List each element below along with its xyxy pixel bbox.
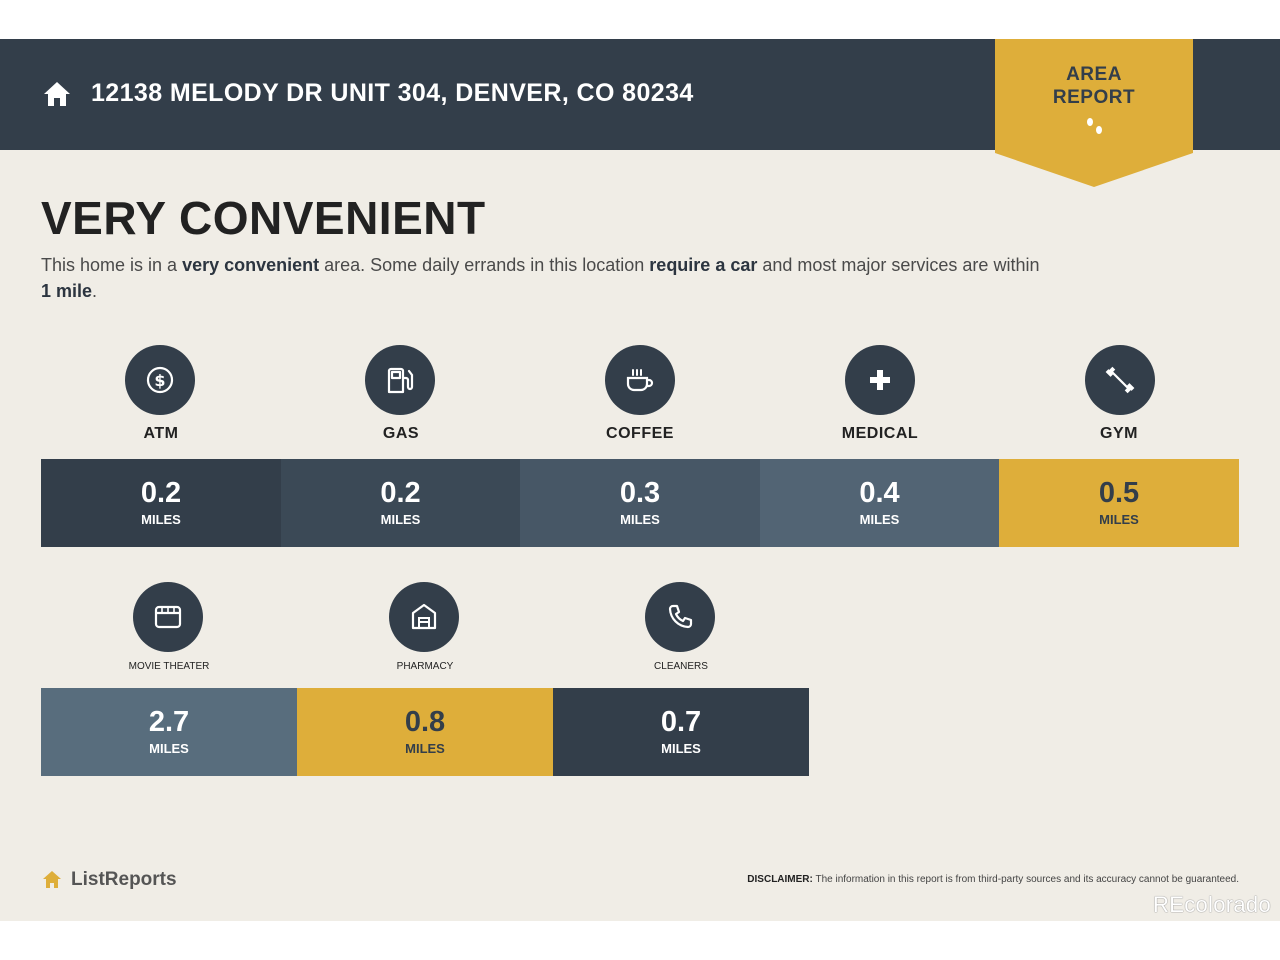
amenity-label-atm: ATM [143, 425, 179, 442]
ribbon-line-1: AREA [1066, 64, 1122, 85]
movie-theater-icon-circle [133, 582, 203, 652]
distance-value: 0.3 [619, 477, 661, 509]
svg-text:$: $ [154, 371, 165, 390]
pharmacy-icon-circle [389, 582, 459, 652]
atm-icon-circle: $ [125, 345, 195, 415]
gas-icon-circle [365, 345, 435, 415]
amenity-label-movie-theater: MOVIE THEATER [128, 661, 210, 672]
distance-unit: MILES [661, 741, 701, 756]
distance-box-coffee: 0.3 MILES [520, 459, 760, 547]
amenity-label-pharmacy: PHARMACY [396, 661, 454, 672]
medical-icon-circle [845, 345, 915, 415]
distance-box-cleaners: 0.7 MILES [553, 688, 809, 776]
distance-value: 0.2 [140, 477, 182, 509]
coffee-icon-circle [605, 345, 675, 415]
dumbbell-icon [1105, 366, 1135, 394]
distance-unit: MILES [1099, 512, 1139, 527]
distance-unit: MILES [405, 741, 445, 756]
distance-box-pharmacy: 0.8 MILES [297, 688, 553, 776]
disclaimer-text: The information in this report is from t… [812, 874, 1239, 885]
property-address: 12138 MELODY DR UNIT 304, DENVER, CO 802… [91, 79, 694, 107]
area-report-ribbon [995, 39, 1193, 187]
distance-box-medical: 0.4 MILES [760, 459, 999, 547]
dollar-icon: $ [146, 366, 174, 394]
ribbon-line-2: REPORT [1052, 87, 1136, 108]
amenity-label-coffee: COFFEE [606, 425, 674, 442]
distance-unit: MILES [380, 512, 421, 527]
distance-unit: MILES [859, 512, 900, 527]
area-report-label: AREA REPORT [995, 63, 1193, 109]
amenity-label-medical: MEDICAL [841, 425, 919, 442]
distance-value: 2.7 [148, 706, 190, 738]
coffee-cup-icon [626, 369, 654, 392]
listreports-logo-icon [43, 871, 61, 888]
movie-icon [154, 605, 182, 629]
distance-box-gas: 0.2 MILES [281, 459, 520, 547]
pharmacy-icon [411, 603, 437, 630]
gym-icon-circle [1085, 345, 1155, 415]
distance-unit: MILES [141, 512, 181, 527]
medical-cross-icon [870, 370, 890, 390]
distance-value: 0.7 [660, 706, 702, 738]
gas-pump-icon [387, 367, 414, 394]
distance-box-gym: 0.5 MILES [999, 459, 1239, 547]
distance-box-movie-theater: 2.7 MILES [41, 688, 297, 776]
disclaimer: DISCLAIMER: The information in this repo… [747, 874, 1239, 885]
cleaners-icon-circle [645, 582, 715, 652]
amenity-label-gym: GYM [1100, 425, 1138, 442]
report-page: 12138 MELODY DR UNIT 304, DENVER, CO 802… [0, 39, 1280, 921]
footprints-icon [1087, 118, 1102, 134]
distance-value: 0.5 [1098, 477, 1140, 509]
disclaimer-label: DISCLAIMER: [747, 874, 813, 885]
convenience-title: VERY CONVENIENT [41, 192, 486, 244]
recolorado-watermark: REcolorado [1153, 892, 1271, 917]
distance-unit: MILES [620, 512, 660, 527]
distance-value: 0.8 [404, 706, 446, 738]
distance-value: 0.2 [380, 477, 421, 509]
listreports-brand: ListReports [71, 869, 177, 890]
home-icon [44, 82, 70, 106]
amenity-label-gas: GAS [382, 425, 420, 442]
convenience-description: This home is in a very convenient area. … [41, 255, 1040, 301]
distance-value: 0.4 [859, 477, 900, 509]
distance-unit: MILES [149, 741, 189, 756]
phone-icon [668, 604, 693, 629]
distance-box-atm: 0.2 MILES [41, 459, 281, 547]
amenity-label-cleaners: CLEANERS [654, 661, 708, 672]
